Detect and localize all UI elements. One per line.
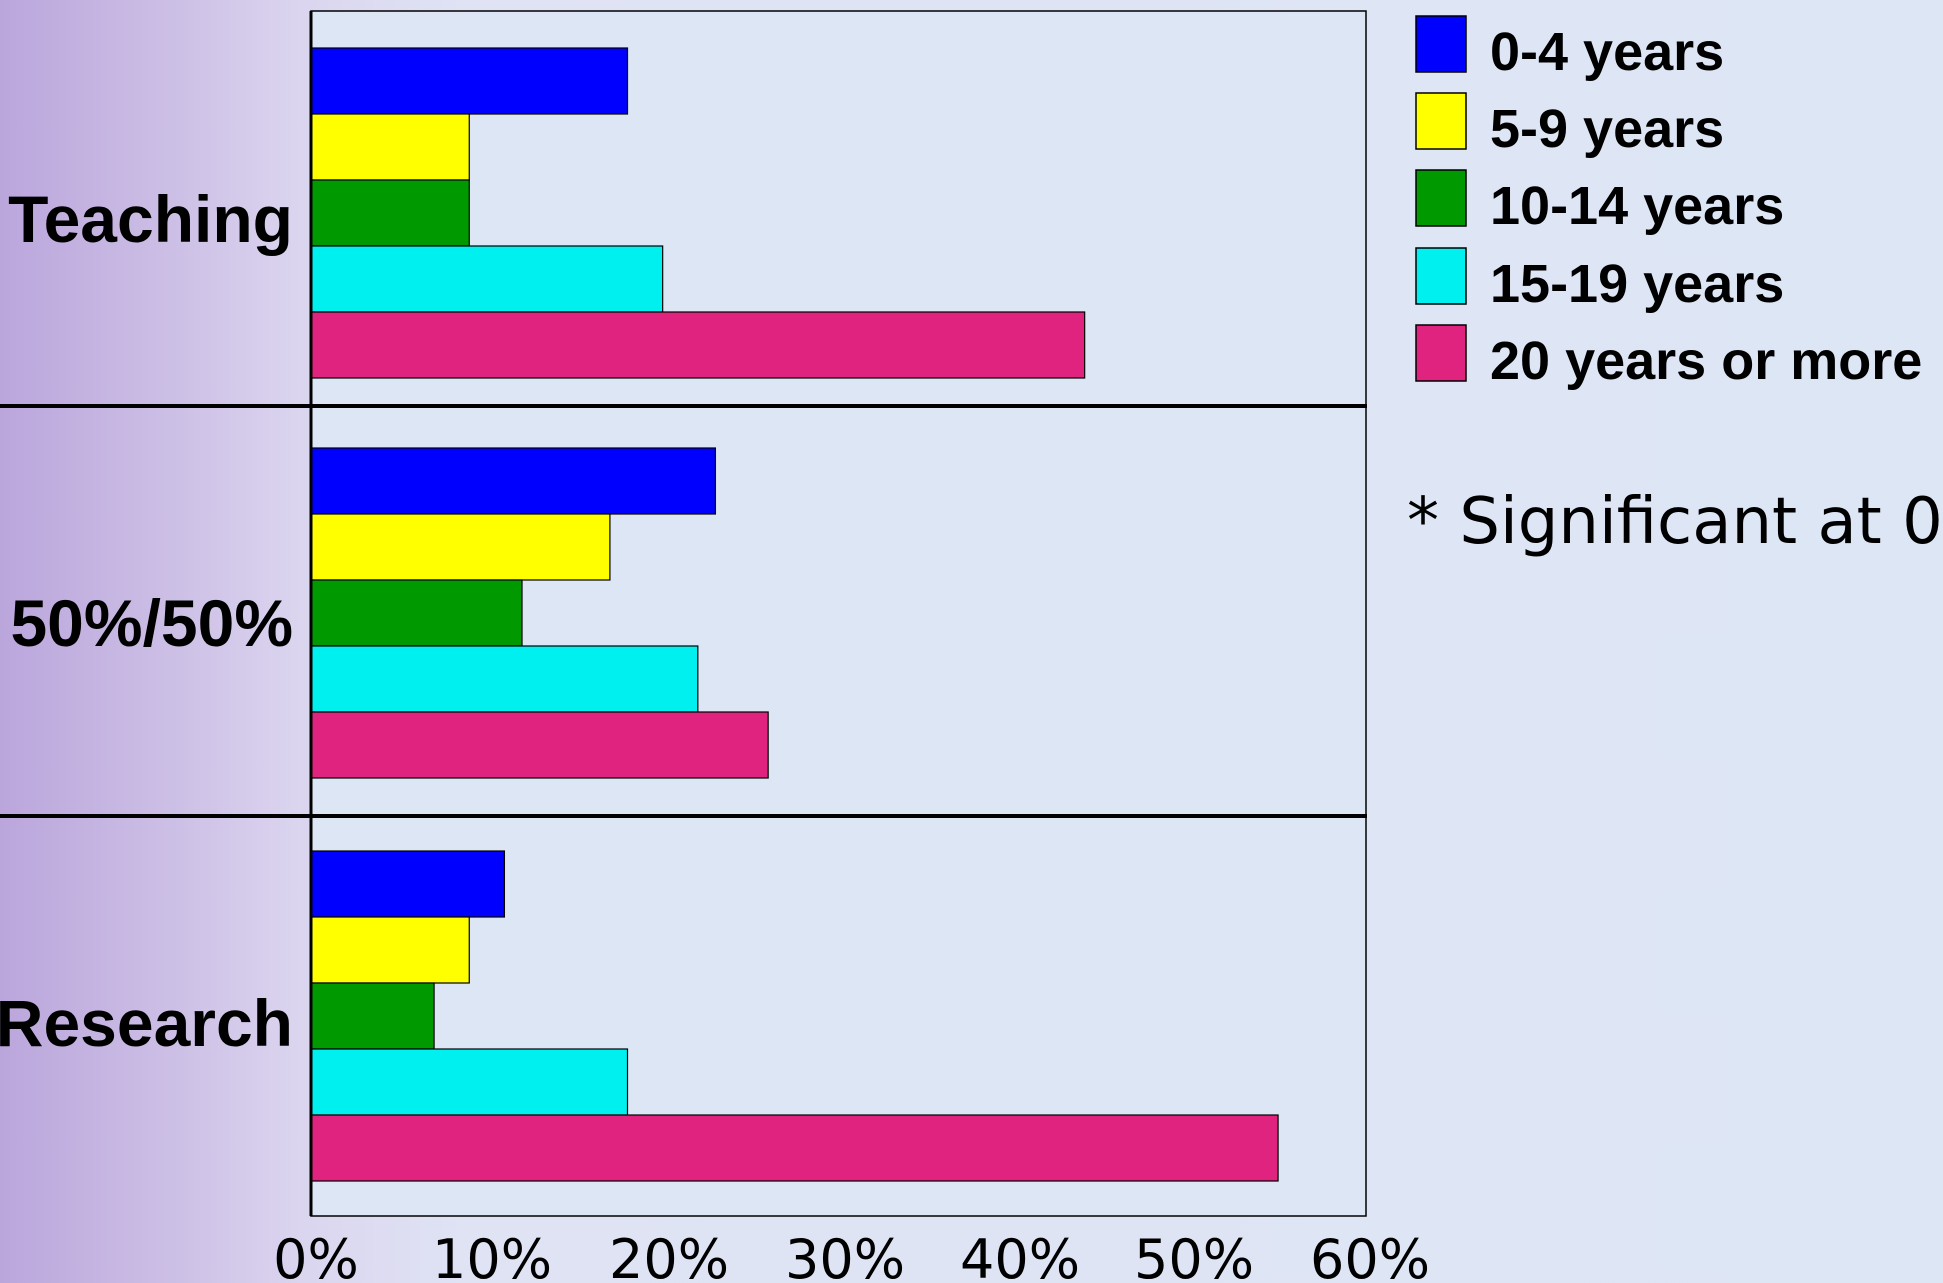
legend: 0-4 years 5-9 years 10-14 years 15-19 ye… xyxy=(1415,15,1922,391)
bar-research-10-14-years xyxy=(310,982,435,1050)
x-tick-label-0: 0% xyxy=(273,1228,359,1283)
bar-research-0-4-years xyxy=(310,850,506,918)
category-label-50-50: 50%/50% xyxy=(10,586,293,660)
bar-teaching-5-9-years xyxy=(310,113,470,181)
x-tick-label-10: 10% xyxy=(432,1228,552,1283)
bars-layer xyxy=(310,47,1279,1182)
x-tick-label-60: 60% xyxy=(1310,1228,1430,1283)
legend-label-20-years-or-more: 20 years or more xyxy=(1490,331,1922,391)
bar-teaching-20-years-or-more xyxy=(310,311,1086,379)
x-tick-label-50: 50% xyxy=(1134,1228,1254,1283)
legend-swatch-20-years-or-more xyxy=(1415,324,1467,382)
legend-swatch-5-9-years xyxy=(1415,92,1467,150)
legend-label-10-14-years: 10-14 years xyxy=(1490,176,1784,236)
bar-research-15-19-years xyxy=(310,1048,629,1116)
bar-50-50-20-years-or-more xyxy=(310,711,769,779)
legend-swatch-15-19-years xyxy=(1415,247,1467,305)
category-label-research: Research xyxy=(0,986,293,1060)
bar-50-50-10-14-years xyxy=(310,579,523,647)
x-tick-label-30: 30% xyxy=(785,1228,905,1283)
legend-swatch-0-4-years xyxy=(1415,15,1467,73)
bar-teaching-15-19-years xyxy=(310,245,664,313)
bar-50-50-15-19-years xyxy=(310,645,699,713)
legend-label-5-9-years: 5-9 years xyxy=(1490,99,1724,159)
x-tick-label-20: 20% xyxy=(609,1228,729,1283)
bar-teaching-10-14-years xyxy=(310,179,470,247)
bar-50-50-0-4-years xyxy=(310,447,717,515)
significance-note: * Significant at 0.05 xyxy=(1407,485,1943,559)
legend-label-15-19-years: 15-19 years xyxy=(1490,254,1784,314)
bar-research-5-9-years xyxy=(310,916,470,984)
category-label-teaching: Teaching xyxy=(8,182,293,256)
x-tick-label-40: 40% xyxy=(960,1228,1080,1283)
bar-teaching-0-4-years xyxy=(310,47,629,115)
bar-research-20-years-or-more xyxy=(310,1114,1279,1182)
legend-swatch-10-14-years xyxy=(1415,169,1467,227)
bar-50-50-5-9-years xyxy=(310,513,611,581)
legend-label-0-4-years: 0-4 years xyxy=(1490,22,1724,82)
